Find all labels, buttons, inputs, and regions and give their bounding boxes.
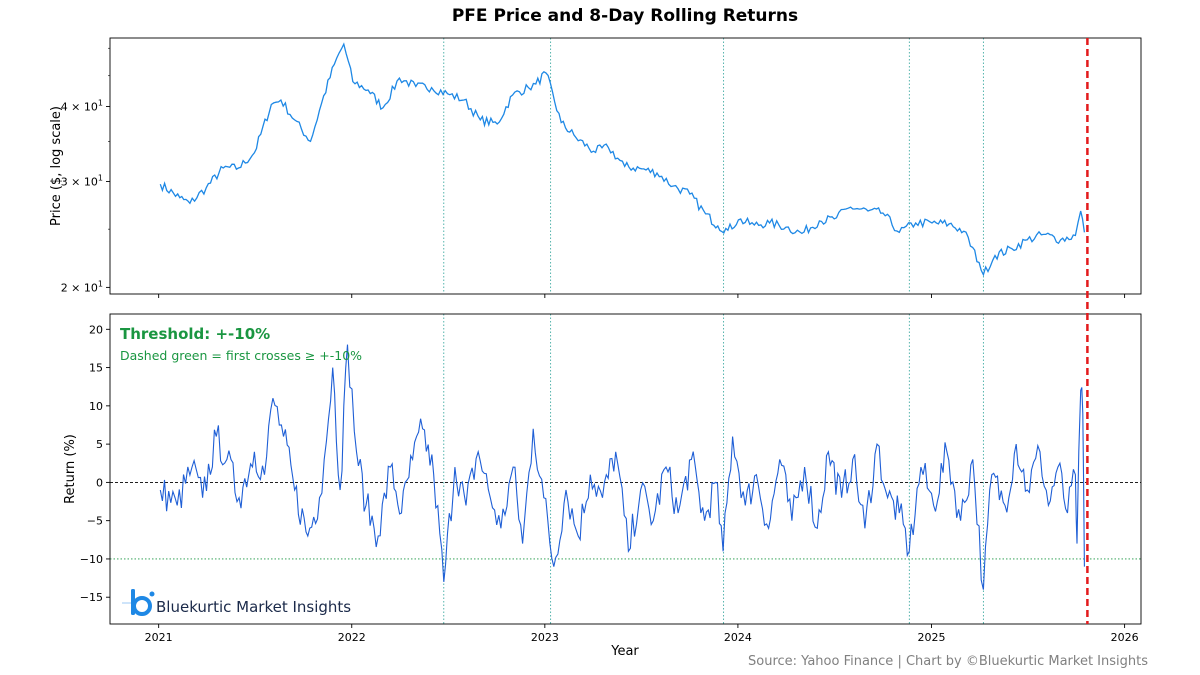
- price-series-line: [159, 42, 1086, 277]
- price-axes-frame: [109, 37, 1142, 295]
- returns-x-tick-label-3: 2024: [724, 631, 752, 644]
- returns-y-tick-label-2: −5: [87, 515, 103, 528]
- returns-y-tick-label-6: 15: [89, 362, 103, 375]
- returns-y-tick-label-3: 0: [96, 476, 103, 489]
- x-axis-label: Year: [610, 644, 639, 659]
- brand-b-icon: [122, 589, 155, 616]
- returns-x-tick-label-1: 2022: [338, 631, 366, 644]
- returns-x-tick-label-2: 2023: [531, 631, 559, 644]
- returns-x-tick-label-5: 2026: [1111, 631, 1139, 644]
- returns-y-tick-label-5: 10: [89, 400, 103, 413]
- price-panel: 2 × 101 3 × 101 4 × 101 Price ($, log scal…: [49, 37, 1142, 298]
- brand-name: Bluekurtic Market Insights: [156, 598, 351, 616]
- returns-y-tick-label-4: 5: [96, 438, 103, 451]
- price-y-tick-label-2: 4 × 101: [61, 98, 103, 113]
- returns-event-lines: [443, 314, 984, 624]
- price-y-tick-label-0: 2 × 101: [61, 279, 103, 294]
- returns-series-line: [159, 344, 1085, 590]
- returns-y-tick-label-7: 20: [89, 323, 103, 336]
- returns-y-axis-label: Return (%): [63, 434, 78, 504]
- price-y-axis-label: Price ($, log scale): [49, 106, 64, 226]
- returns-x-tick-label-0: 2021: [145, 631, 173, 644]
- chart-title: PFE Price and 8-Day Rolling Returns: [452, 6, 798, 26]
- returns-x-ticks: 2021 2022 2023 2024 2025 2026: [145, 624, 1139, 644]
- price-x-ticks: [158, 294, 1126, 298]
- threshold-annotation-title: Threshold: +-10%: [120, 325, 270, 343]
- price-y-ticks: 2 × 101 3 × 101 4 × 101: [61, 47, 110, 294]
- returns-y-tick-label-0: −15: [80, 591, 103, 604]
- returns-x-tick-label-4: 2025: [918, 631, 946, 644]
- returns-axes-frame: [109, 313, 1142, 625]
- threshold-annotation-subtitle: Dashed green = first crosses ≥ +-10%: [120, 348, 362, 363]
- price-event-lines: [443, 38, 984, 294]
- price-y-tick-label-1: 3 × 101: [61, 174, 103, 189]
- returns-y-ticks: −15 −10 −5 0 5 10 15 20: [80, 323, 110, 604]
- returns-y-tick-label-1: −10: [80, 553, 103, 566]
- source-caption: Source: Yahoo Finance | Chart by ©Blueku…: [748, 654, 1148, 669]
- brand-logo: Bluekurtic Market Insights: [122, 589, 351, 616]
